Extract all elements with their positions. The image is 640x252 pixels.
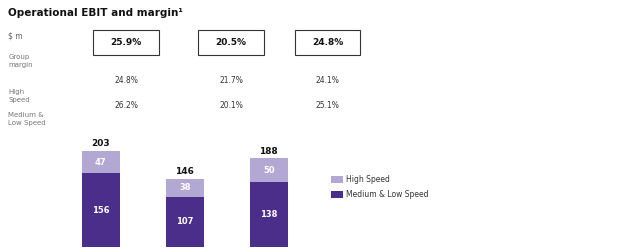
Text: 24.8%: 24.8% — [312, 38, 343, 47]
FancyBboxPatch shape — [93, 30, 159, 55]
FancyBboxPatch shape — [295, 30, 360, 55]
Text: Volume decline could only be partially
offset by swift implementation of cost
me: Volume decline could only be partially o… — [462, 62, 595, 83]
Text: Medium &
Low Speed: Medium & Low Speed — [8, 112, 46, 126]
Text: 20.5%: 20.5% — [216, 38, 246, 47]
Text: 24.1%: 24.1% — [316, 76, 340, 85]
Text: 24.8%: 24.8% — [114, 76, 138, 85]
Text: 25.9%: 25.9% — [110, 38, 141, 47]
Text: 20.1%: 20.1% — [219, 101, 243, 110]
Text: Operational EBIT and margin¹: Operational EBIT and margin¹ — [8, 8, 183, 18]
Text: Medium & Low Speed segment during
pandemic more heavily impacted than the
High S: Medium & Low Speed segment during pandem… — [462, 125, 611, 154]
Text: 21.7%: 21.7% — [219, 76, 243, 85]
Text: Group
margin: Group margin — [8, 54, 33, 68]
Text: 2020: 2020 — [440, 45, 463, 54]
Text: Medium & Low Speed: Robust recovery
across most industries/businesses: Medium & Low Speed: Robust recovery acro… — [462, 232, 598, 245]
Text: 2021: 2021 — [440, 213, 463, 222]
Text: Highlights: Highlights — [440, 16, 500, 26]
Text: 25.1%: 25.1% — [316, 101, 340, 110]
Text: •: • — [440, 232, 444, 238]
Text: 26.2%: 26.2% — [114, 101, 138, 110]
Text: •: • — [440, 62, 444, 68]
Text: $ m: $ m — [8, 32, 23, 41]
Text: High
Speed: High Speed — [8, 89, 30, 103]
FancyBboxPatch shape — [198, 30, 264, 55]
Text: •: • — [440, 125, 444, 131]
